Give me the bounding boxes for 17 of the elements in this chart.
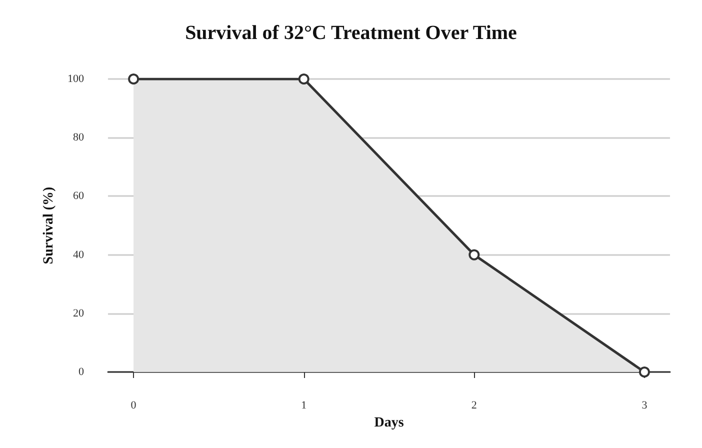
y-axis-title: Survival (%) [42,186,56,264]
point [128,74,140,84]
point [638,366,650,378]
x-tick-label: 3 [642,400,648,412]
y-tick-label: 0 [78,366,84,378]
x-tick-label: 0 [130,400,137,412]
point [468,249,480,260]
x-axis-title: Days [374,415,404,430]
y-tick-label: 40 [73,248,84,261]
x-tick-label: 2 [471,400,477,412]
y-tick-label: 80 [73,132,84,144]
y-tick-label: 60 [73,190,84,202]
point [298,74,310,84]
chart-title: Survival of 32°C Treatment Over Time [185,22,518,44]
y-tick-label: 20 [73,307,84,320]
x-tick-label: 1 [301,400,307,412]
y-tick-label: 100 [68,73,84,85]
